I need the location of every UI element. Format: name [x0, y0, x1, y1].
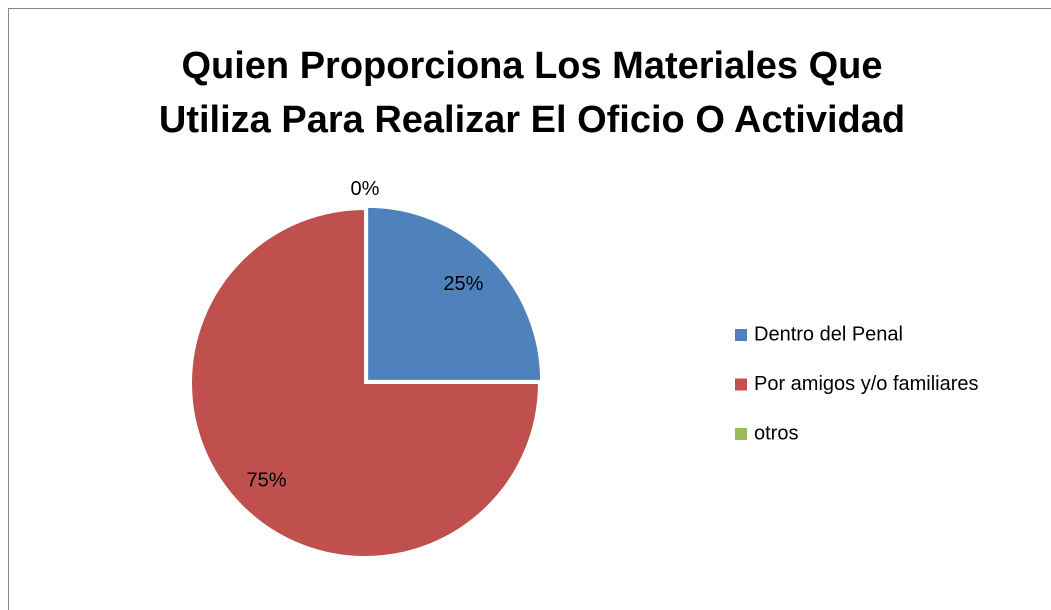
- chart-title: Quien Proporciona Los Materiales Que: [181, 45, 882, 87]
- legend-label: otros: [754, 422, 798, 444]
- legend-swatch: [735, 329, 747, 341]
- legend-label: Por amigos y/o familiares: [754, 373, 979, 395]
- pie-slice: [366, 205, 543, 382]
- data-label: 0%: [351, 178, 380, 200]
- chart-title: Utiliza Para Realizar El Oficio O Activi…: [159, 99, 905, 141]
- data-label: 75%: [247, 470, 287, 492]
- chart-border: [8, 8, 1051, 610]
- pie-slice: [190, 207, 541, 558]
- legend-swatch: [735, 428, 747, 440]
- legend-swatch: [735, 378, 747, 391]
- data-label: 25%: [443, 273, 483, 295]
- legend-label: Dentro del Penal: [754, 323, 903, 345]
